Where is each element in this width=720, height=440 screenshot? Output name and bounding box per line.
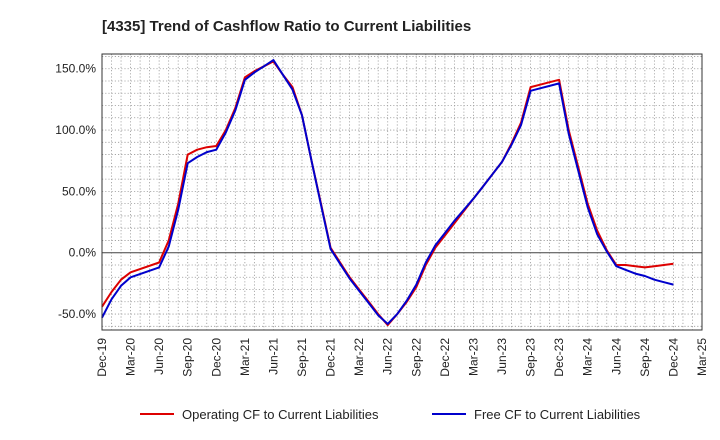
x-tick-label: Mar-21 [238, 338, 252, 376]
series-line [101, 59, 674, 325]
x-tick-label: Jun-24 [609, 338, 623, 375]
x-tick-label: Sep-23 [524, 338, 538, 377]
x-tick-label: Dec-21 [324, 338, 338, 377]
x-tick-label: Sep-22 [409, 338, 423, 377]
x-tick-label: Sep-24 [638, 338, 652, 377]
x-tick-label: Mar-25 [695, 338, 709, 376]
x-tick-label: Mar-20 [124, 338, 138, 376]
y-tick-label: 0.0% [69, 246, 97, 260]
x-tick-label: Jun-22 [381, 338, 395, 375]
x-tick-label: Jun-23 [495, 338, 509, 375]
legend: Operating CF to Current Liabilities Free … [140, 407, 641, 422]
chart-title: [4335] Trend of Cashflow Ratio to Curren… [102, 18, 471, 35]
legend-label: Operating CF to Current Liabilities [182, 407, 379, 422]
x-tick-label: Mar-22 [352, 338, 366, 376]
y-axis-tick-labels: 150.0% 100.0% 50.0% 0.0% -50.0% [55, 62, 96, 321]
legend-label: Free CF to Current Liabilities [474, 407, 641, 422]
x-tick-label: Jun-21 [266, 338, 280, 375]
x-tick-label: Dec-22 [438, 338, 452, 377]
x-tick-label: Dec-19 [95, 338, 109, 377]
y-tick-label: 100.0% [55, 123, 96, 137]
plot-frame [101, 53, 703, 331]
grid-lines [102, 54, 702, 330]
x-tick-label: Dec-23 [552, 338, 566, 377]
series-lines [101, 59, 674, 327]
x-tick-label: Mar-23 [466, 338, 480, 376]
y-tick-label: 50.0% [62, 184, 96, 198]
x-axis-tick-labels: Dec-19 Mar-20 Jun-20 Sep-20 Dec-20 Mar-21 Jun-… [95, 338, 709, 377]
y-tick-label: -50.0% [58, 307, 96, 321]
x-tick-label: Jun-20 [152, 338, 166, 375]
x-tick-label: Dec-24 [666, 338, 680, 377]
y-tick-label: 150.0% [55, 62, 96, 76]
x-tick-label: Sep-21 [295, 338, 309, 377]
x-tick-label: Sep-20 [181, 338, 195, 377]
x-tick-label: Dec-20 [209, 338, 223, 377]
x-tick-label: Mar-24 [581, 338, 595, 376]
